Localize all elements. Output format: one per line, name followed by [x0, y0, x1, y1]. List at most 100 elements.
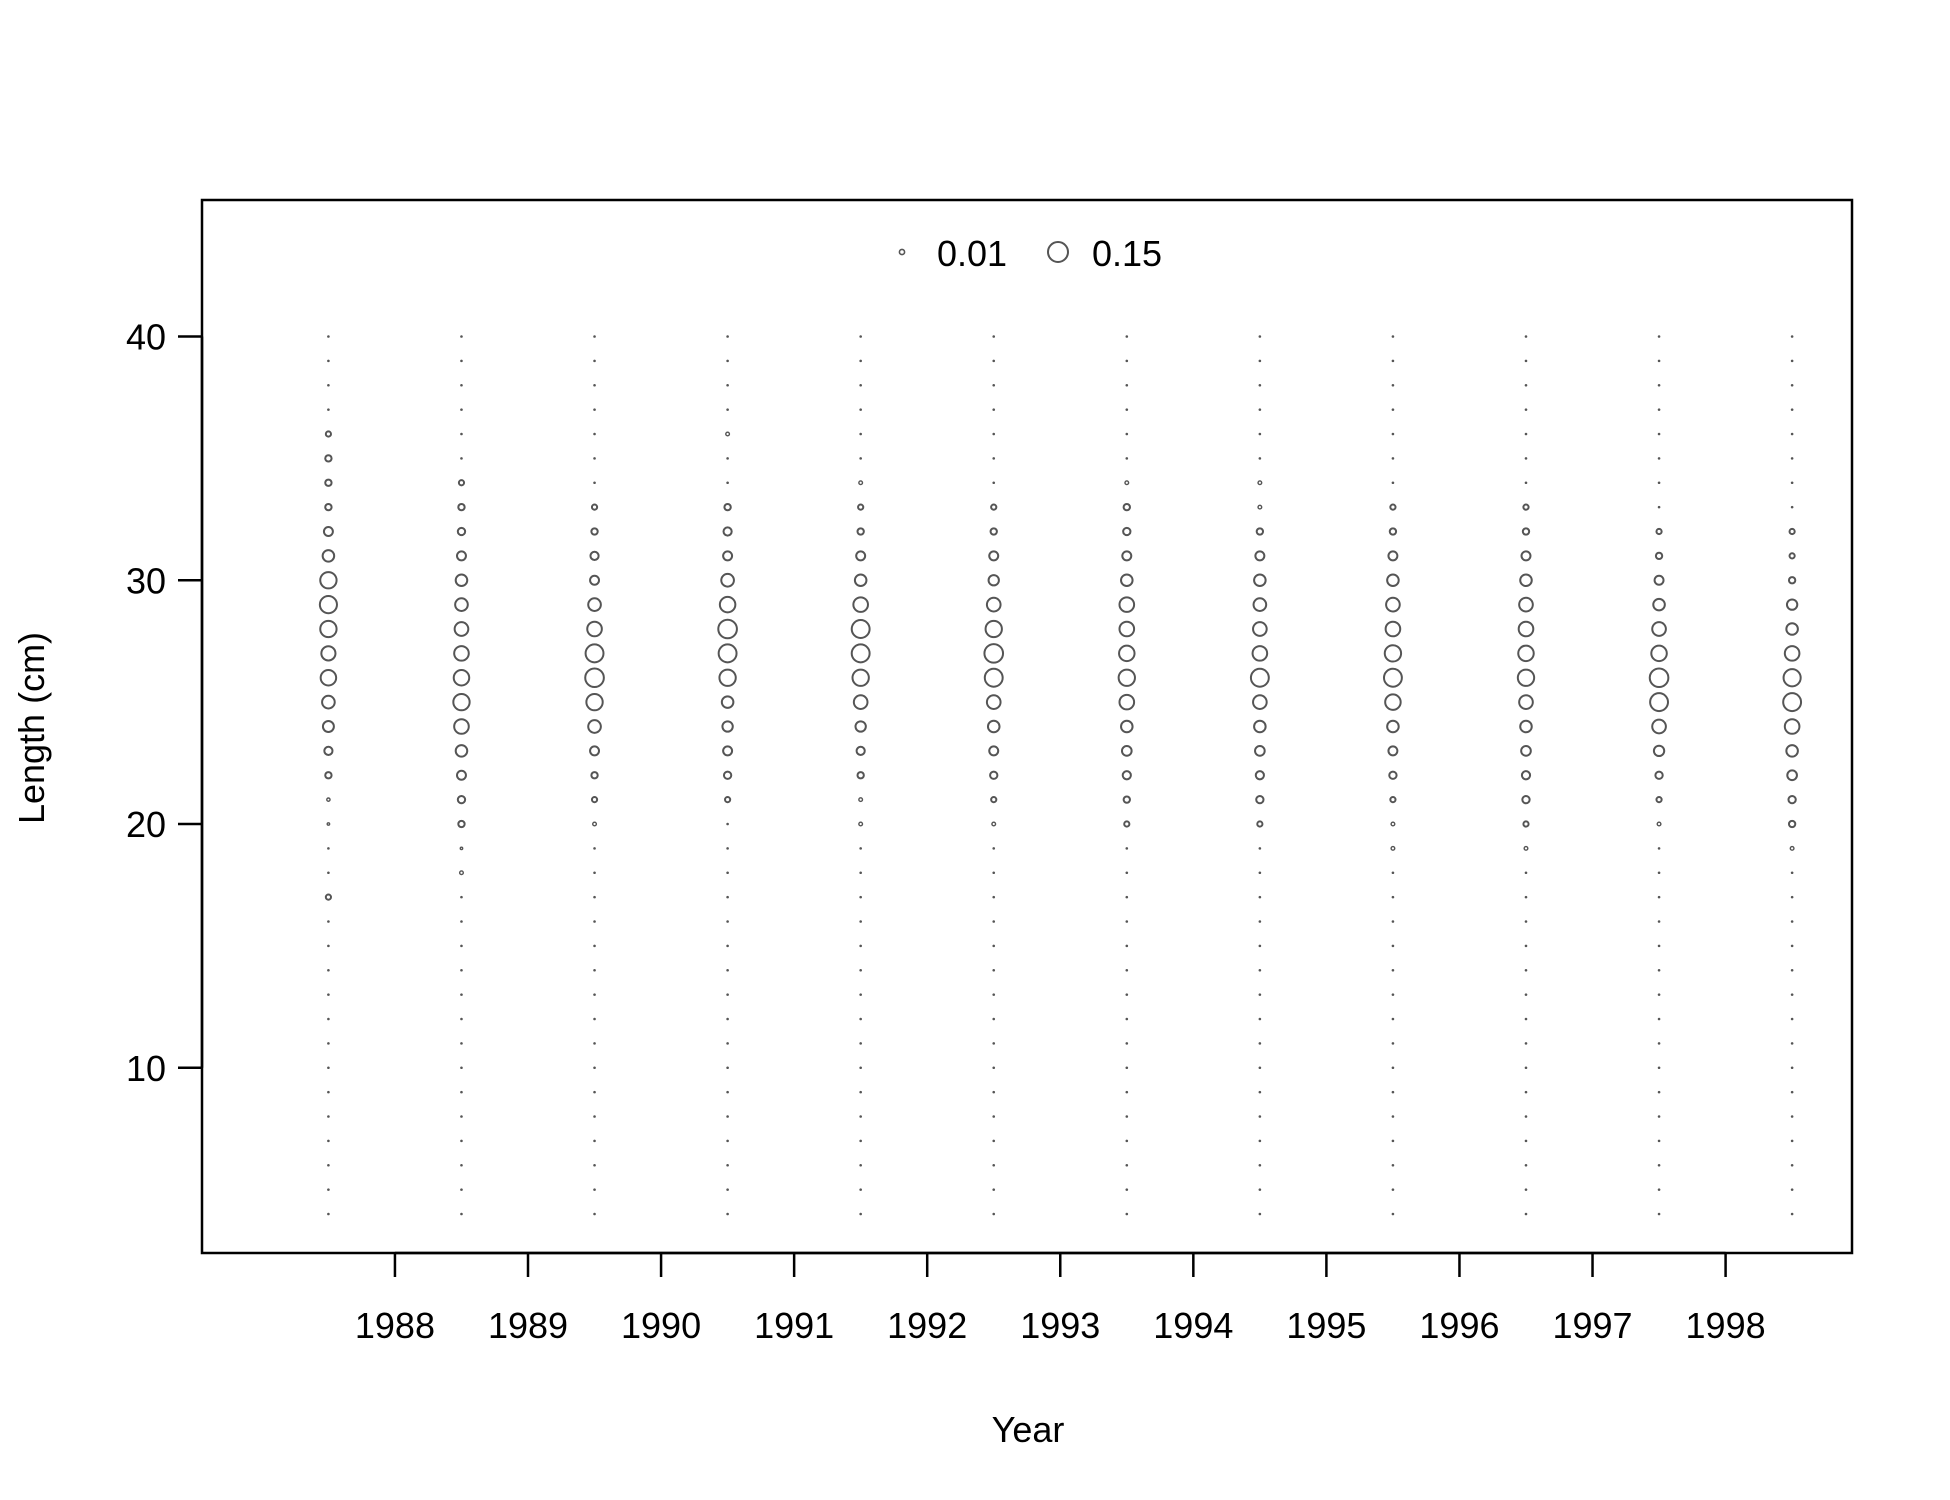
- zero-point: [1524, 432, 1528, 436]
- zero-point: [1524, 871, 1528, 875]
- bubble: [1519, 719, 1533, 734]
- zero-point: [593, 920, 596, 923]
- zero-point: [859, 408, 862, 411]
- bubble: [586, 620, 603, 638]
- zero-point: [1790, 505, 1794, 509]
- zero-point: [327, 1163, 330, 1167]
- bubble: [1118, 620, 1136, 638]
- zero-point: [1125, 335, 1129, 338]
- zero-point: [593, 968, 596, 972]
- bubble: [1123, 820, 1131, 828]
- zero-point: [1657, 481, 1661, 485]
- zero-point: [460, 968, 463, 972]
- bubble: [1121, 550, 1133, 562]
- bubble: [850, 643, 871, 664]
- zero-point: [593, 895, 596, 899]
- zero-point: [327, 1042, 330, 1045]
- zero-point: [460, 993, 463, 996]
- zero-point: [1391, 895, 1395, 899]
- zero-point: [992, 1017, 996, 1021]
- bubble: [722, 550, 734, 562]
- bubble: [717, 618, 738, 640]
- bubble: [324, 430, 332, 438]
- zero-point: [1790, 335, 1794, 338]
- zero-point: [1258, 1090, 1262, 1094]
- zero-point: [992, 359, 996, 363]
- zero-point: [992, 1212, 996, 1216]
- bubble: [1253, 573, 1267, 588]
- zero-point: [992, 481, 996, 485]
- zero-point: [1524, 1115, 1528, 1118]
- zero-point: [593, 1042, 596, 1045]
- zero-point: [327, 335, 330, 338]
- zero-point: [859, 457, 862, 460]
- bubble: [1522, 820, 1530, 828]
- bubble: [587, 719, 602, 734]
- bubble: [850, 619, 871, 639]
- bubble: [1253, 719, 1267, 734]
- bubble: [589, 574, 601, 586]
- zero-point: [593, 335, 596, 338]
- bubble: [1787, 819, 1797, 829]
- zero-point: [1125, 1066, 1129, 1070]
- zero-point: [460, 1139, 463, 1143]
- zero-point: [726, 1115, 729, 1118]
- bubble: [1518, 596, 1534, 613]
- bubble: [1651, 621, 1667, 637]
- bubble: [718, 595, 737, 614]
- bubble: [324, 893, 332, 901]
- y-tick-label: 30: [126, 560, 166, 601]
- zero-point: [460, 1212, 463, 1216]
- zero-point: [1657, 408, 1661, 411]
- zero-point: [1657, 847, 1661, 850]
- bubble: [1122, 795, 1131, 804]
- zero-point: [460, 1115, 463, 1118]
- bubble: [590, 771, 599, 780]
- bubble: [452, 669, 471, 687]
- zero-point: [726, 481, 729, 485]
- bubble: [324, 502, 333, 512]
- zero-point: [460, 895, 463, 899]
- zero-point: [1657, 871, 1661, 875]
- zero-point: [1657, 1066, 1661, 1070]
- bubble: [589, 745, 601, 757]
- zero-point: [1391, 1017, 1395, 1021]
- bubble: [1783, 645, 1801, 662]
- zero-point: [1125, 895, 1129, 899]
- bubble: [1520, 745, 1532, 757]
- bubble: [454, 597, 469, 612]
- zero-point: [1258, 895, 1262, 899]
- bubble: [1787, 576, 1797, 585]
- zero-point: [1790, 481, 1794, 485]
- bubble: [1650, 644, 1668, 663]
- zero-point: [1657, 335, 1661, 338]
- bubble: [1257, 480, 1263, 486]
- bubble: [453, 718, 470, 735]
- zero-point: [460, 1090, 463, 1094]
- bubble: [1385, 596, 1401, 613]
- zero-point: [992, 993, 996, 996]
- zero-point: [859, 1212, 862, 1216]
- zero-point: [1391, 383, 1395, 387]
- bubble: [454, 744, 469, 758]
- bubble: [321, 720, 335, 733]
- bubble: [324, 478, 333, 487]
- zero-point: [1657, 1042, 1661, 1045]
- bubble: [724, 796, 732, 804]
- zero-point: [1657, 1017, 1661, 1021]
- zero-point: [859, 1066, 862, 1070]
- zero-point: [992, 1042, 996, 1045]
- bubble: [456, 794, 467, 805]
- zero-point: [726, 1188, 729, 1191]
- zero-point: [460, 920, 463, 923]
- zero-point: [1524, 895, 1528, 899]
- zero-point: [859, 383, 862, 387]
- zero-point: [460, 408, 463, 411]
- zero-point: [1391, 1115, 1395, 1118]
- bubble: [1655, 796, 1663, 804]
- x-tick-label: 1991: [754, 1305, 834, 1346]
- zero-point: [726, 1163, 729, 1167]
- zero-point: [593, 1212, 596, 1216]
- bubble: [590, 796, 599, 804]
- zero-point: [859, 1115, 862, 1118]
